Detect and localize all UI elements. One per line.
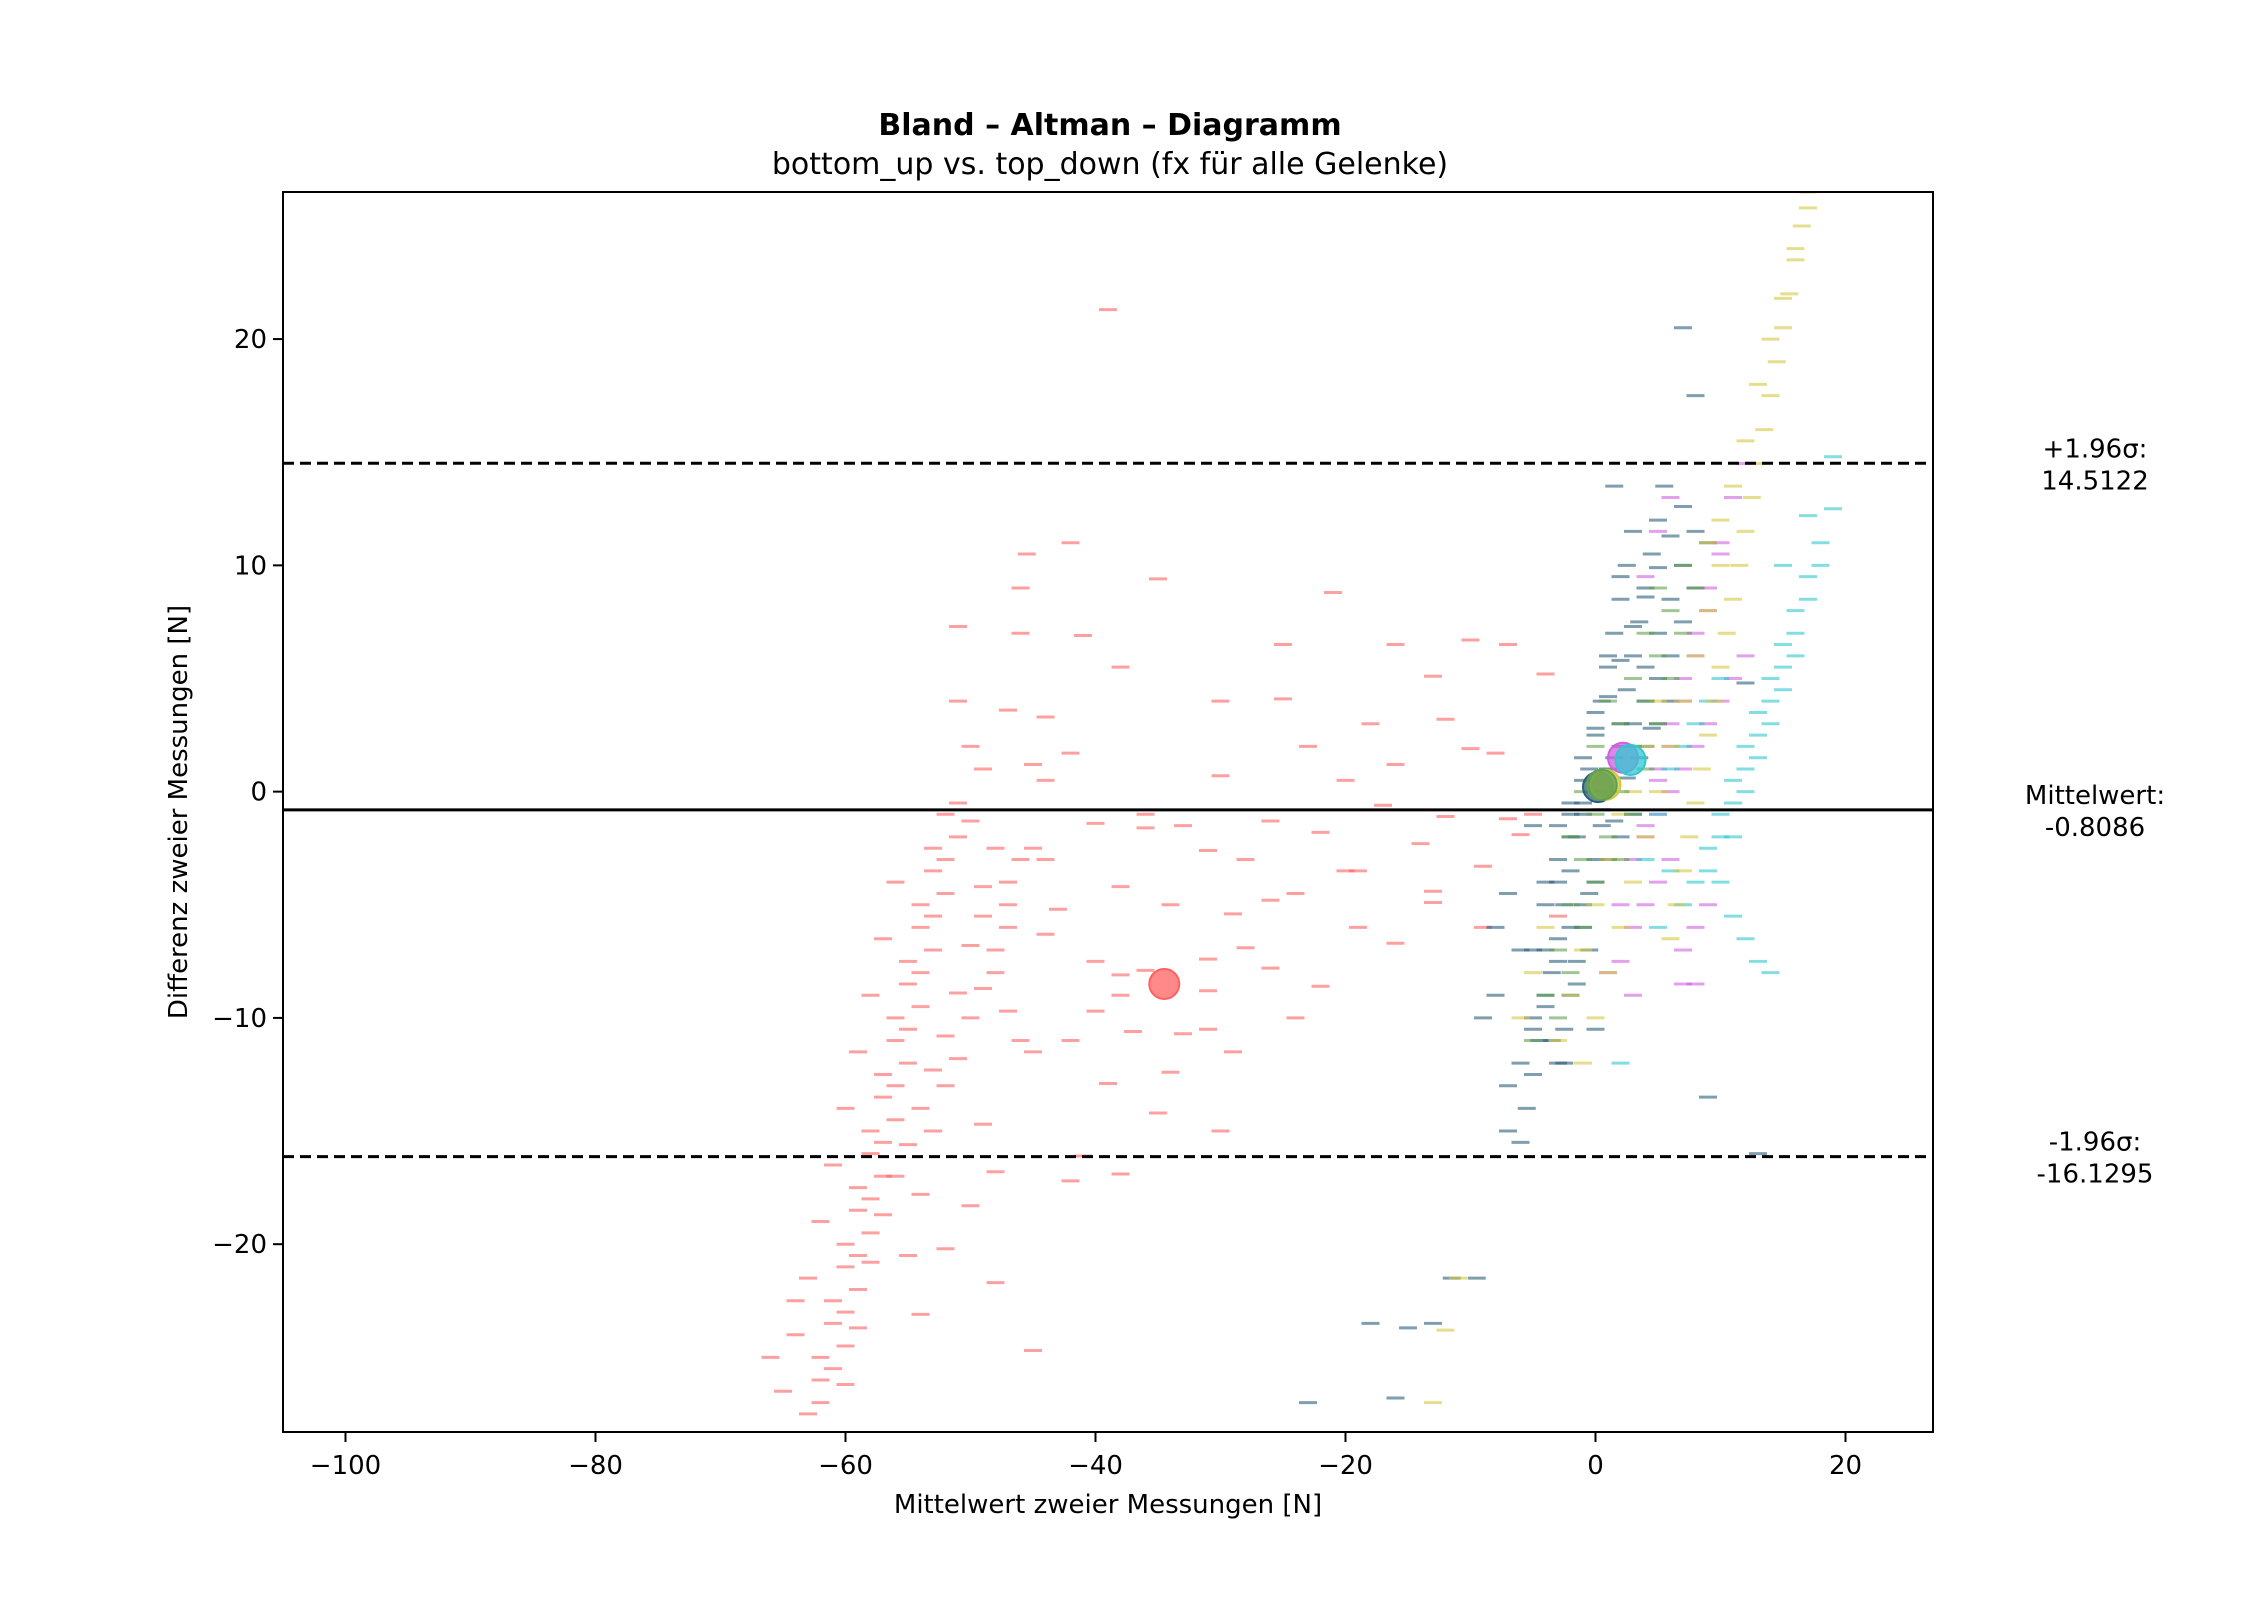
- x-tick-label: −80: [568, 1451, 623, 1481]
- x-axis-ticks: −100 −80 −60 −40 −20 0 20: [310, 1432, 1862, 1481]
- x-tick-label: −100: [310, 1451, 381, 1481]
- series-centroid: [1148, 967, 1181, 1000]
- x-tick-label: 20: [1829, 1451, 1862, 1481]
- ref-label-upper-value: 14.5122: [2041, 466, 2149, 496]
- y-tick-label: 0: [250, 778, 267, 808]
- y-tick-label: −10: [212, 1004, 267, 1034]
- y-tick-label: 10: [234, 551, 267, 581]
- x-tick-label: −40: [1068, 1451, 1123, 1481]
- ref-label-mean-title: Mittelwert:: [2025, 781, 2165, 811]
- reference-annotations: Mittelwert:-0.8086 +1.96σ:14.5122 -1.96σ:-…: [2025, 434, 2165, 1189]
- y-axis-label: Differenz zweier Messungen [N]: [164, 605, 194, 1019]
- ref-label-lower-title: -1.96σ:: [2049, 1128, 2142, 1158]
- series-centroid: [1614, 743, 1647, 776]
- ref-label-upper-title: +1.96σ:: [2043, 434, 2148, 464]
- ref-label-lower-value: -16.1295: [2037, 1160, 2154, 1190]
- x-tick-label: 0: [1587, 1451, 1604, 1481]
- x-axis-label: Mittelwert zweier Messungen [N]: [894, 1490, 1322, 1520]
- chart-subtitle: bottom_up vs. top_down (fx für alle Gele…: [772, 147, 1448, 182]
- y-axis-ticks: −20 −10 0 10 20: [212, 325, 283, 1260]
- chart-title: Bland – Altman – Diagramm: [878, 108, 1341, 143]
- x-tick-label: −60: [818, 1451, 873, 1481]
- series-centroids: [1148, 741, 1647, 1000]
- series-centroid: [1585, 768, 1618, 801]
- data-points: [761, 192, 1842, 1416]
- reference-lines: [283, 461, 1933, 1159]
- ref-label-mean-value: -0.8086: [2045, 813, 2145, 843]
- x-tick-label: −20: [1318, 1451, 1373, 1481]
- y-tick-label: −20: [212, 1230, 267, 1260]
- y-tick-label: 20: [234, 325, 267, 355]
- plot-frame: [282, 191, 1934, 1433]
